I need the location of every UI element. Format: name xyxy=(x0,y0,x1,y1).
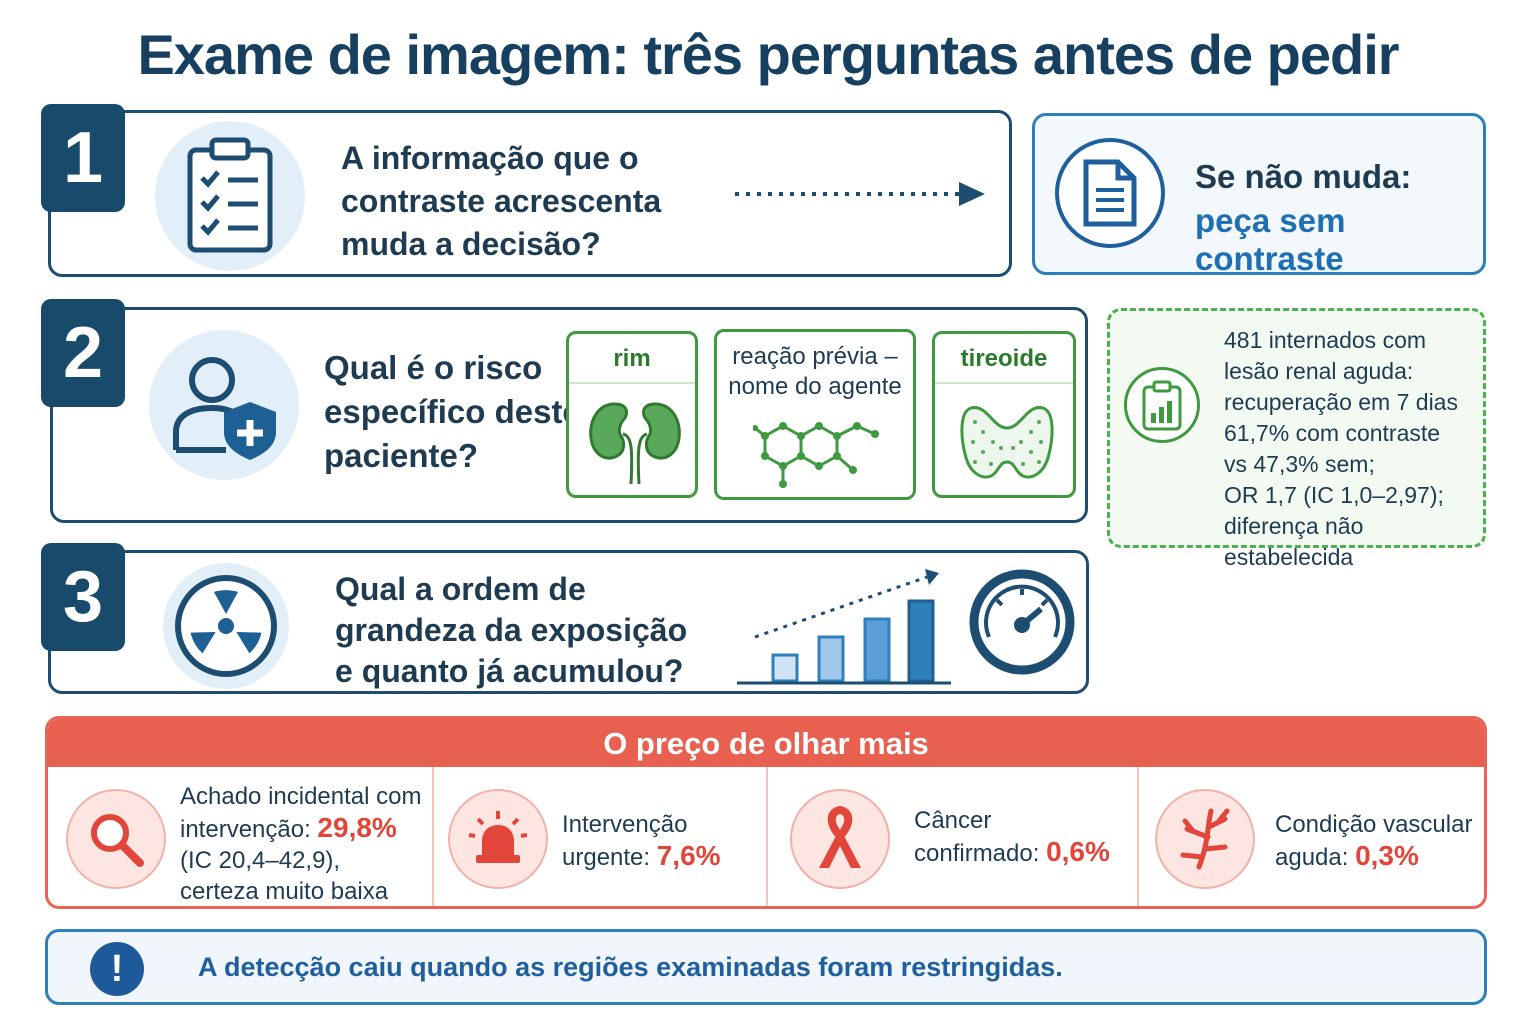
thyroid-icon xyxy=(960,406,1054,479)
price-pre: Achado incidental com intervenção: xyxy=(180,783,422,843)
question-1-box: A informação que o contraste acrescenta … xyxy=(48,110,1012,277)
dotted-arrow-icon xyxy=(735,182,985,206)
risk-card-kidney: rim xyxy=(566,331,698,498)
no-contrast-line2: peça sem contraste xyxy=(1195,202,1346,277)
aki-study-note: 481 internados com lesão renal aguda: re… xyxy=(1107,308,1486,570)
question-3-number: 3 xyxy=(41,543,125,651)
gauge-icon xyxy=(969,569,1075,675)
question-3-box: Qual a ordem de grandeza da exposição e … xyxy=(48,550,1089,694)
card-divider xyxy=(935,382,1073,384)
clipboard-chart-icon xyxy=(1124,367,1200,443)
rising-bars-icon xyxy=(737,569,951,685)
clipboard-checklist-icon xyxy=(155,121,305,271)
price-pre: Intervenção urgente: xyxy=(562,811,688,871)
question-3-line: Qual a ordem de xyxy=(335,571,586,607)
molecule-icon xyxy=(753,422,879,488)
question-3-line: e quanto já acumulou? xyxy=(335,653,684,689)
question-2-line: Qual é o risco xyxy=(324,349,543,386)
price-item-incidental: Achado incidental com intervenção: 29,8%… xyxy=(48,767,434,906)
risk-card-prior-reaction: reação prévia – nome do agente xyxy=(714,329,916,500)
price-header: O preço de olhar mais xyxy=(48,719,1484,767)
risk-card-label: rim xyxy=(613,345,651,372)
question-1-line: muda a decisão? xyxy=(341,226,601,262)
question-1-line: A informação que o xyxy=(341,140,639,176)
price-value: 0,3% xyxy=(1355,840,1419,871)
question-1-line: contraste acrescenta xyxy=(341,183,662,219)
question-2-text: Qual é o risco específico deste paciente… xyxy=(324,346,581,478)
no-contrast-box: Se não muda: peça sem contraste xyxy=(1032,113,1486,277)
price-item-urgent: Intervenção urgente: 7,6% xyxy=(434,767,768,906)
ribbon-icon xyxy=(790,789,890,889)
document-icon xyxy=(1055,138,1165,248)
risk-card-thyroid: tireoide xyxy=(932,331,1076,498)
price-panel: O preço de olhar mais Achado incidental … xyxy=(45,716,1487,909)
price-item-vascular: Condição vascular aguda: 0,3% xyxy=(1139,767,1484,906)
kidney-icon xyxy=(589,402,681,485)
price-text: Intervenção urgente: 7,6% xyxy=(562,809,721,873)
price-text: Achado incidental com intervenção: 29,8%… xyxy=(180,781,422,906)
price-text: Condição vascular aguda: 0,3% xyxy=(1275,809,1472,873)
risk-card-label: tireoide xyxy=(960,345,1048,372)
price-pre: Câncer confirmado: xyxy=(914,807,1040,867)
question-2-number: 2 xyxy=(41,299,125,407)
question-1-text: A informação que o contraste acrescenta … xyxy=(341,137,661,266)
question-1-number: 1 xyxy=(41,104,125,212)
question-2-line: específico deste xyxy=(324,393,581,430)
card-divider xyxy=(569,382,695,384)
detection-alert: ! A detecção caiu quando as regiões exam… xyxy=(45,929,1487,1005)
price-pre: Condição vascular aguda: xyxy=(1275,811,1473,871)
page-title: Exame de imagem: três perguntas antes de… xyxy=(137,23,1399,86)
vessel-icon xyxy=(1155,789,1255,889)
question-3-line: grandeza da exposição xyxy=(335,612,688,648)
question-3-text: Qual a ordem de grandeza da exposição e … xyxy=(335,569,687,692)
price-item-cancer: Câncer confirmado: 0,6% xyxy=(768,767,1139,906)
alert-text: A detecção caiu quando as regiões examin… xyxy=(198,952,1063,982)
question-2-line: paciente? xyxy=(324,437,479,474)
price-value: 0,6% xyxy=(1046,836,1110,867)
price-value: 29,8% xyxy=(317,812,397,843)
price-value: 7,6% xyxy=(656,840,721,871)
no-contrast-line1: Se não muda: xyxy=(1195,158,1412,195)
siren-icon xyxy=(448,789,548,889)
risk-card-label: reação prévia – nome do agente xyxy=(728,343,902,400)
exclamation-icon: ! xyxy=(90,942,144,996)
aki-study-text: 481 internados com lesão renal aguda: re… xyxy=(1224,327,1458,570)
price-text: Câncer confirmado: 0,6% xyxy=(914,805,1110,869)
patient-shield-icon xyxy=(149,330,299,480)
radiation-icon xyxy=(163,563,289,689)
price-post: (IC 20,4–42,9), certeza muito baixa xyxy=(180,847,389,905)
magnifier-icon xyxy=(66,789,166,889)
